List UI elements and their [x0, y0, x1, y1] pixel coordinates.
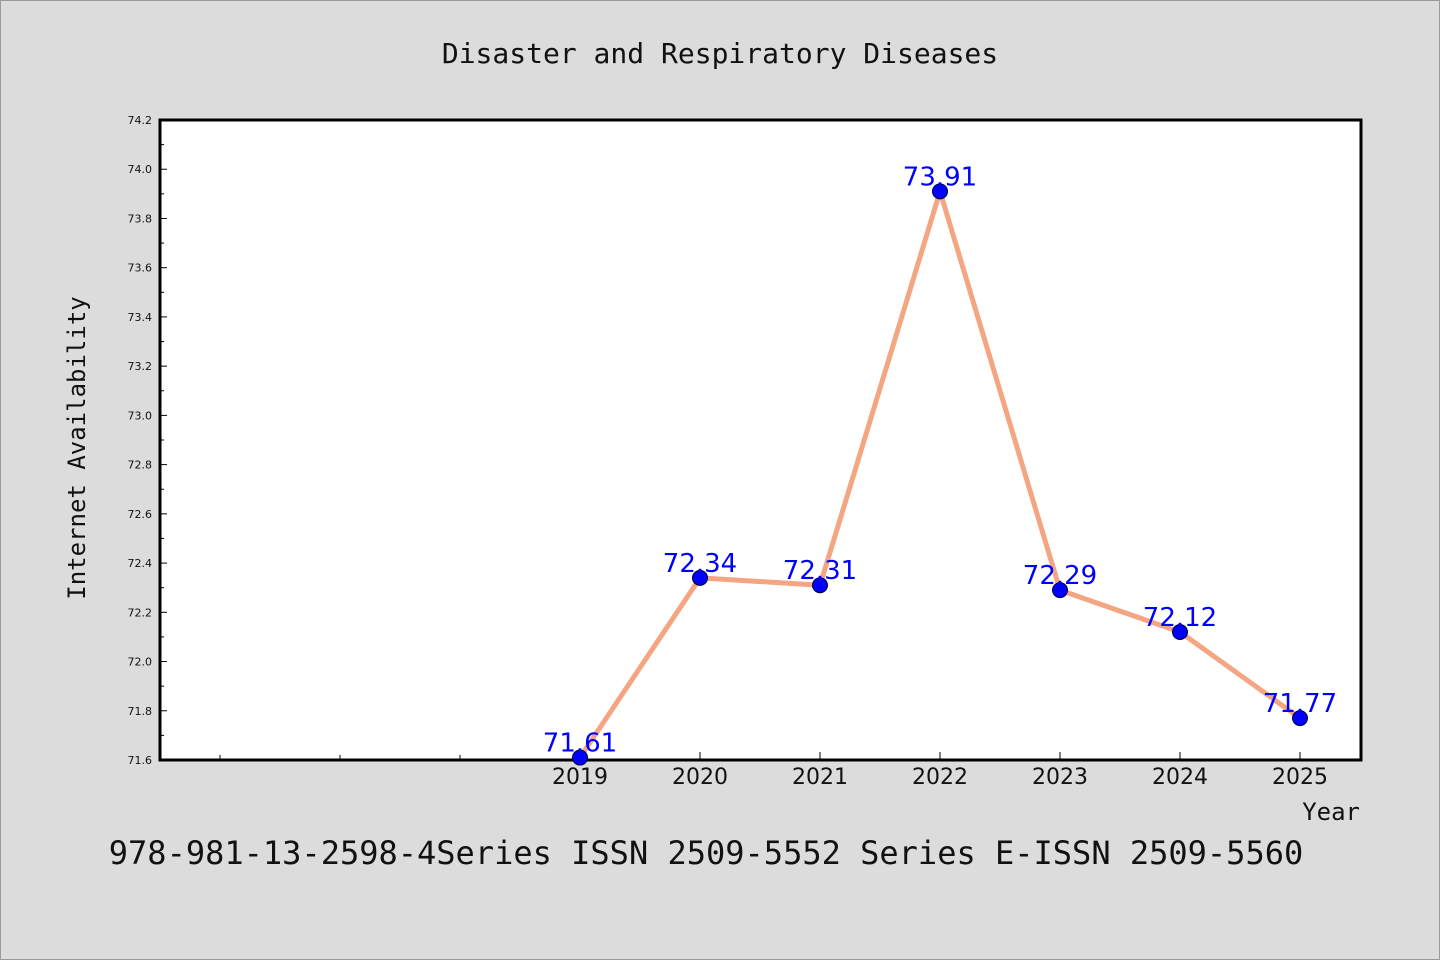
- data-value-label: 73.91: [903, 162, 977, 192]
- y-tick-label: 72.6: [128, 508, 153, 521]
- y-tick-label: 73.6: [128, 262, 153, 275]
- data-point-marker: [1172, 624, 1188, 640]
- data-point-marker: [692, 569, 708, 586]
- y-axis-label: Internet Availability: [63, 296, 91, 599]
- y-tick-label: 71.6: [128, 754, 153, 767]
- y-tick-label: 71.8: [128, 705, 153, 718]
- data-value-label: 71.61: [543, 729, 617, 759]
- y-tick-label: 73.0: [128, 409, 153, 422]
- data-point-marker: [1292, 710, 1308, 727]
- data-point-marker: [572, 749, 588, 766]
- data-value-label: 72.29: [1023, 561, 1097, 591]
- y-tick-label: 73.8: [128, 212, 153, 225]
- data-value-label: 72.12: [1143, 603, 1217, 633]
- x-tick-label: 2022: [912, 765, 968, 790]
- y-axis-ticks: 71.6 71.8 72.0 72.2 72.4 72.6 72.8 73.0 73.2 73.4…: [128, 114, 167, 767]
- y-tick-label: 72.4: [128, 557, 153, 570]
- data-point-marker: [932, 183, 948, 200]
- y-tick-label: 72.8: [128, 459, 153, 472]
- x-tick-label: 2024: [1152, 765, 1208, 790]
- x-tick-label: 2021: [792, 765, 848, 790]
- series-line-group: 71.61 72.34 72.31 73.91 72.29 72.12 71.77: [543, 162, 1337, 766]
- data-value-label: 72.31: [783, 556, 857, 586]
- data-point-marker: [812, 577, 828, 594]
- y-tick-label: 73.4: [128, 311, 153, 324]
- x-tick-label: 2023: [1032, 765, 1088, 790]
- x-axis-label: Year: [1302, 798, 1360, 826]
- chart-title: Disaster and Respiratory Diseases: [442, 37, 998, 70]
- x-tick-label: 2020: [672, 765, 728, 790]
- x-tick-label: 2019: [552, 765, 608, 790]
- data-value-label: 72.34: [663, 549, 737, 579]
- y-tick-label: 74.2: [128, 114, 153, 127]
- y-tick-label: 73.2: [128, 360, 153, 373]
- y-tick-label: 72.0: [128, 656, 153, 669]
- x-axis-ticks: 2019 2020 2021 2022 2023 2024 2025: [219, 752, 1328, 790]
- y-tick-label: 72.2: [128, 606, 153, 619]
- footer-isbn-text: 978-981-13-2598-4Series ISSN 2509-5552 S…: [109, 834, 1303, 872]
- y-tick-label: 74.0: [128, 163, 153, 176]
- plot-area: [158, 118, 1363, 762]
- x-tick-label: 2025: [1272, 765, 1328, 790]
- data-point-marker: [1052, 582, 1068, 599]
- data-value-label: 71.77: [1263, 689, 1337, 719]
